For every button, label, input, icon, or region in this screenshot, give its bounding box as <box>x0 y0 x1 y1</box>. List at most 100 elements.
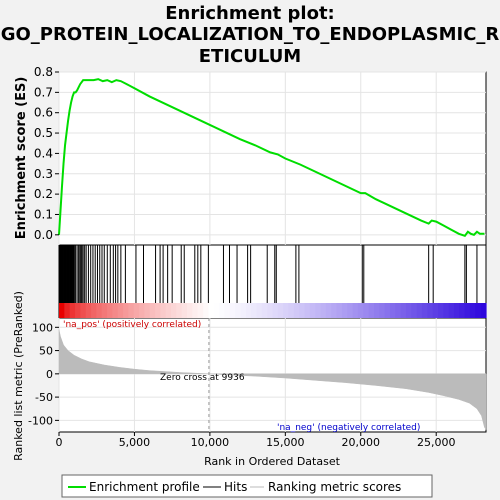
es-tick-label: 0.4 <box>34 146 53 160</box>
metric-tick-label: 100 <box>32 321 53 334</box>
gradient-segment <box>422 303 428 318</box>
gradient-segment <box>187 303 193 318</box>
gradient-segment <box>310 303 316 318</box>
metric-tick-label: 0 <box>46 368 53 381</box>
gradient-segment <box>342 303 348 318</box>
gradient-segment <box>203 303 209 318</box>
es-tick-label: 0.0 <box>34 228 53 242</box>
pos-correlated-label: 'na_pos' (positively correlated) <box>63 320 201 330</box>
x-tick-label: 25,000 <box>417 436 456 449</box>
es-tick-label: 0.6 <box>34 106 53 120</box>
gradient-segment <box>395 303 401 318</box>
metric-y-axis: 100 50 0 -50 -100 <box>28 321 59 427</box>
metric-tick-label: -50 <box>35 391 53 404</box>
gradient-segment <box>369 303 375 318</box>
legend-hits-label: Hits <box>224 480 247 494</box>
es-y-axis: 0.0 0.1 0.2 0.3 0.4 0.5 0.6 0.7 0.8 <box>34 65 59 242</box>
gradient-segment <box>459 303 465 318</box>
gradient-segment <box>224 303 230 318</box>
gradient-segment <box>337 303 343 318</box>
gradient-segment <box>208 303 214 318</box>
gradient-segment <box>406 303 412 318</box>
gradient-segment <box>182 303 188 318</box>
metric-tick-label: 50 <box>39 345 53 358</box>
gradient-segment <box>427 303 433 318</box>
gradient-segment <box>321 303 327 318</box>
gradient-segment <box>449 303 455 318</box>
gradient-segment <box>59 303 65 318</box>
gradient-segment <box>353 303 359 318</box>
gradient-segment <box>294 303 300 318</box>
gradient-segment <box>171 303 177 318</box>
es-tick-label: 0.1 <box>34 207 53 221</box>
gradient-segment <box>102 303 108 318</box>
legend-es-label: Enrichment profile <box>89 480 200 494</box>
gradient-segment <box>262 303 268 318</box>
gradient-segment <box>470 303 476 318</box>
gradient-segment <box>481 303 487 318</box>
chart-title-line-2: GO_PROTEIN_LOCALIZATION_TO_ENDOPLASMIC_R <box>1 24 500 45</box>
gradient-segment <box>64 303 70 318</box>
gradient-segment <box>401 303 407 318</box>
gradient-segment <box>176 303 182 318</box>
neg-correlated-label: 'na_neg' (negatively correlated) <box>277 423 420 433</box>
gradient-segment <box>390 303 396 318</box>
es-tick-label: 0.8 <box>34 65 53 79</box>
gradient-segment <box>86 303 92 318</box>
gradient-segment <box>315 303 321 318</box>
x-tick-label: 10,000 <box>191 436 230 449</box>
gradient-segment <box>331 303 337 318</box>
gradient-segment <box>363 303 369 318</box>
gradient-segment <box>358 303 364 318</box>
gradient-segment <box>299 303 305 318</box>
gradient-segment <box>454 303 460 318</box>
gradient-segment <box>443 303 449 318</box>
x-tick-label: 5,000 <box>119 436 151 449</box>
gradient-segment <box>230 303 236 318</box>
gradient-segment <box>256 303 262 318</box>
gradient-segment <box>235 303 241 318</box>
gradient-segment <box>192 303 198 318</box>
gradient-segment <box>283 303 289 318</box>
es-tick-label: 0.2 <box>34 187 53 201</box>
gradient-segment <box>198 303 204 318</box>
chart-title-line-1: Enrichment plot: <box>165 3 335 24</box>
gradient-segment <box>411 303 417 318</box>
gradient-segment <box>433 303 439 318</box>
gradient-segment <box>289 303 295 318</box>
gradient-segment <box>155 303 161 318</box>
x-axis-title: Rank in Ordered Dataset <box>204 455 341 468</box>
es-tick-label: 0.5 <box>34 126 53 140</box>
metric-axis-title: Ranked list metric (PreRanked) <box>12 291 25 461</box>
gradient-segment <box>278 303 284 318</box>
gradient-segment <box>80 303 86 318</box>
gradient-segment <box>267 303 273 318</box>
legend-metric-label: Ranking metric scores <box>268 480 401 494</box>
gradient-segment <box>385 303 391 318</box>
chart-title-line-3: ETICULUM <box>199 46 301 67</box>
gradient-segment <box>75 303 81 318</box>
gradient-segment <box>107 303 113 318</box>
x-tick-label: 20,000 <box>342 436 381 449</box>
gradient-segment <box>166 303 172 318</box>
gradient-segment <box>150 303 156 318</box>
gradient-segment <box>214 303 220 318</box>
es-panel-background <box>59 72 486 245</box>
metric-tick-label: -100 <box>28 414 53 427</box>
gradient-segment <box>70 303 76 318</box>
gradient-segment <box>374 303 380 318</box>
gradient-segment <box>219 303 225 318</box>
es-tick-label: 0.7 <box>34 85 53 99</box>
x-axis: 0 5,000 10,000 15,000 20,000 25,000 <box>56 432 456 449</box>
gradient-segment <box>128 303 134 318</box>
gradient-segment <box>246 303 252 318</box>
gradient-segment <box>465 303 471 318</box>
es-tick-label: 0.3 <box>34 167 53 181</box>
gradient-segment <box>139 303 145 318</box>
gradient-segment <box>417 303 423 318</box>
gradient-segment <box>160 303 166 318</box>
gradient-segment <box>347 303 353 318</box>
gradient-segment <box>379 303 385 318</box>
gradient-segment <box>240 303 246 318</box>
